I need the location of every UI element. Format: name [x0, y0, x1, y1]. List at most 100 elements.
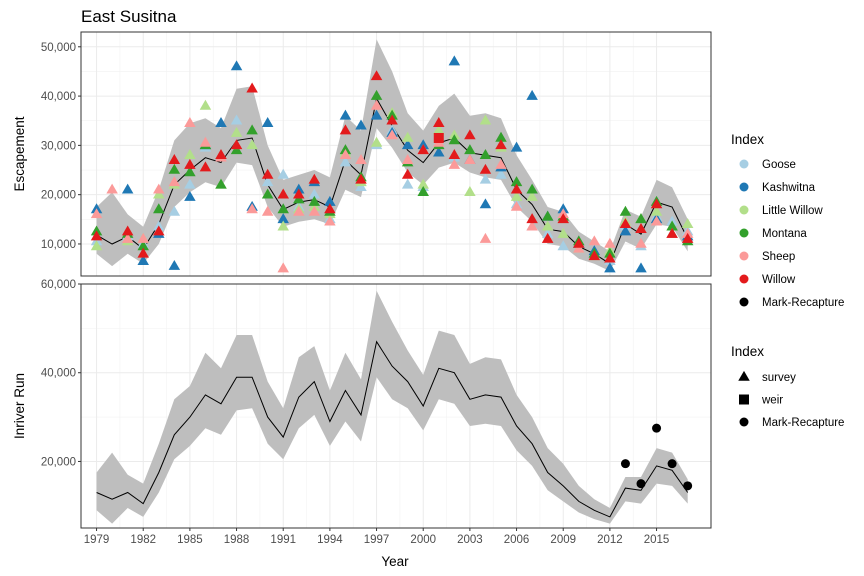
legend-label: Sheep — [762, 251, 795, 263]
point-kashwitna — [510, 141, 523, 152]
legend-key-willow: Willow — [739, 274, 796, 286]
legend-marker-circle — [739, 228, 749, 238]
point-kashwitna — [168, 259, 181, 270]
point-willow — [339, 124, 352, 135]
point-willow — [355, 173, 367, 184]
legend-key-weir: weir — [739, 394, 783, 407]
legend-marker-circle — [739, 182, 749, 192]
point-little-willow — [479, 114, 492, 125]
point-willow — [308, 173, 321, 184]
point-little-willow — [370, 136, 383, 147]
plot-area — [96, 290, 693, 524]
point-willow — [448, 149, 461, 160]
legend-key-survey: survey — [738, 370, 796, 384]
legend-marker-circle — [739, 251, 749, 261]
point-willow — [230, 139, 243, 150]
legend-title: Index — [731, 344, 764, 359]
legend-key-goose: Goose — [739, 159, 796, 171]
x-tick-label: 1991 — [270, 534, 296, 546]
legend-key-montana: Montana — [739, 228, 807, 240]
point-little-willow — [277, 220, 289, 231]
point-willow — [199, 161, 212, 172]
point-little-willow — [90, 240, 103, 251]
point-kashwitna — [433, 146, 445, 157]
point-willow — [246, 82, 258, 93]
point-goose — [339, 156, 352, 167]
median-line — [96, 340, 689, 518]
point-montana — [137, 240, 149, 251]
point-sheep — [401, 153, 414, 164]
point-sheep — [464, 153, 476, 164]
point-willow — [168, 153, 181, 164]
legend-label: Willow — [762, 274, 796, 286]
point-willow — [557, 213, 569, 224]
point-goose — [184, 178, 196, 189]
x-axis-title: Year — [381, 554, 409, 569]
panel-border — [80, 283, 712, 529]
point-kashwitna — [479, 198, 492, 209]
legend-key-little-willow: Little Willow — [739, 205, 823, 217]
point-willow — [464, 129, 476, 140]
point-goose — [230, 114, 243, 125]
legend-key-mark-recapture: Mark-Recapture — [739, 297, 844, 309]
legend-marker-circle — [739, 159, 749, 169]
point-willow — [588, 250, 601, 261]
point-sheep — [261, 205, 274, 216]
point-sheep — [588, 235, 601, 246]
point-kashwitna — [324, 195, 336, 206]
point-montana — [448, 134, 461, 145]
point-montana — [261, 188, 274, 199]
point-sheep — [106, 183, 118, 194]
point-little-willow — [541, 220, 554, 231]
point-montana — [153, 203, 165, 214]
point-sheep — [604, 237, 616, 248]
panel-1: 10,000 20,000 30,000 40,000 50,000 Escapement — [12, 31, 712, 277]
point-little-willow — [401, 131, 414, 142]
y-tick-label: 40,000 — [41, 91, 76, 103]
point-sheep — [355, 153, 367, 164]
credible-interval-ribbon — [96, 290, 688, 524]
y-tick-label: 50,000 — [41, 42, 76, 54]
point-kashwitna — [339, 109, 352, 120]
point-sheep — [479, 232, 492, 243]
point-sheep — [510, 200, 523, 211]
point-little-willow — [199, 99, 212, 110]
point-montana — [619, 205, 632, 216]
point-montana — [277, 203, 289, 214]
point-montana — [215, 178, 227, 189]
point-little-willow — [681, 218, 694, 229]
point-sheep — [386, 129, 398, 140]
point-willow — [293, 188, 305, 199]
point-sheep — [495, 158, 507, 169]
point-willow — [90, 230, 103, 241]
point-willow — [153, 225, 165, 236]
point-montana — [510, 176, 523, 187]
point-little-willow — [246, 139, 258, 150]
point-montana — [495, 131, 507, 142]
point-sheep — [635, 237, 647, 248]
point-montana — [541, 210, 554, 221]
point-montana — [635, 213, 647, 224]
point-sheep — [650, 215, 663, 226]
point-willow — [635, 222, 647, 233]
chart-title: East Susitna — [81, 7, 177, 26]
point-kashwitna — [619, 225, 632, 236]
legend-label: Mark-Recapture — [762, 417, 844, 429]
point-kashwitna — [370, 109, 383, 120]
legend-2: Index survey weir Mark-Recapture — [731, 344, 844, 429]
legend-marker-circle — [739, 274, 749, 284]
point-little-willow — [464, 186, 476, 196]
x-tick-label: 1994 — [317, 534, 343, 546]
point-willow — [510, 183, 523, 194]
point-willow — [541, 232, 554, 243]
y-axis-title: Inriver Run — [12, 373, 27, 439]
x-tick-label: 1979 — [84, 534, 110, 546]
point-kashwitna — [448, 55, 461, 66]
legend-label: Little Willow — [762, 205, 823, 217]
point-goose — [401, 178, 414, 189]
point-montana — [464, 144, 476, 155]
point-sheep — [168, 176, 181, 187]
point-sheep — [370, 99, 383, 110]
point-willow — [666, 227, 678, 238]
point-willow — [650, 198, 663, 209]
